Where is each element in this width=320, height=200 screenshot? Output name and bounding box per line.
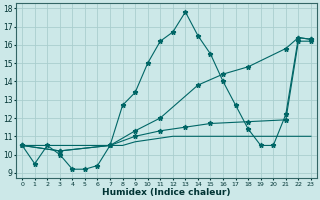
X-axis label: Humidex (Indice chaleur): Humidex (Indice chaleur): [102, 188, 231, 197]
